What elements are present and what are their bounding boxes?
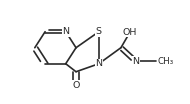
Text: N: N (132, 57, 139, 66)
Text: N: N (95, 59, 102, 68)
Text: N: N (62, 27, 69, 36)
Text: O: O (72, 81, 80, 90)
Text: S: S (96, 27, 102, 36)
Text: OH: OH (123, 28, 137, 37)
Text: CH₃: CH₃ (158, 57, 174, 66)
